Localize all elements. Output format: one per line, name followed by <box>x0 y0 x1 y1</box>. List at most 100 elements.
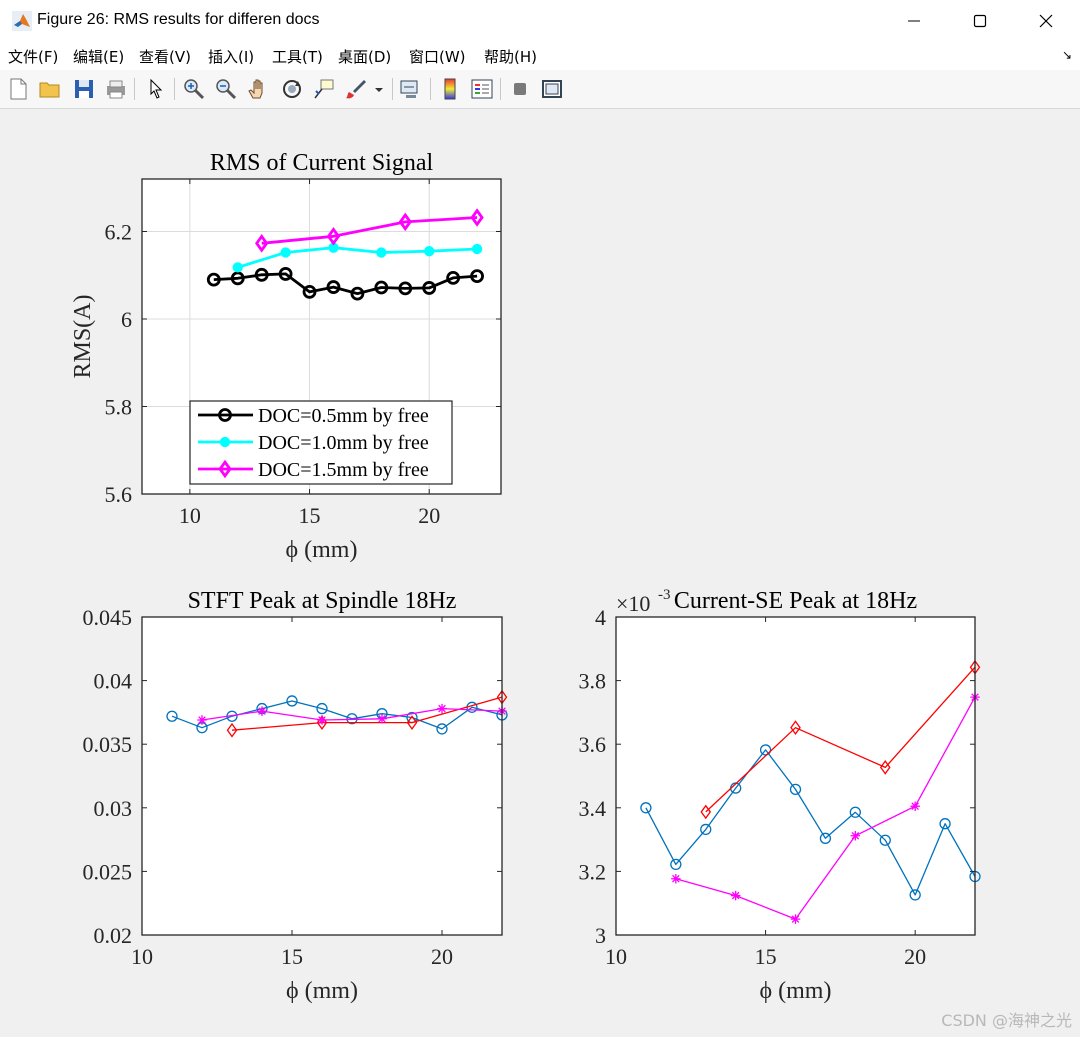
data-tip-icon <box>314 79 334 99</box>
series-line <box>237 246 478 269</box>
y-tick-label: 4 <box>595 605 606 630</box>
rotate-icon <box>283 80 301 98</box>
axes-box <box>141 178 502 495</box>
data-point <box>939 818 951 830</box>
exponent-power: -3 <box>658 587 671 603</box>
menu-view[interactable]: 查看(V) <box>139 48 191 66</box>
data-point <box>436 723 448 735</box>
legend-entry: DOC=1.0mm by free <box>258 432 429 454</box>
data-point <box>226 722 238 738</box>
data-point <box>700 804 712 820</box>
arrow-pointer-icon <box>150 78 163 99</box>
menu-bar: 文件(F) 编辑(E) 查看(V) 插入(I) 工具(T) 桌面(D) 窗口(W… <box>0 42 1080 70</box>
toolbar-separator <box>392 78 393 100</box>
watermark: CSDN @海神之光 <box>941 1011 1072 1030</box>
maximize-icon <box>973 14 987 28</box>
menu-file[interactable]: 文件(F) <box>8 48 59 66</box>
data-point <box>671 873 681 884</box>
legend-marker <box>218 408 232 422</box>
y-tick-label: 0.035 <box>83 732 133 757</box>
pan-button[interactable] <box>246 77 270 101</box>
print-button[interactable] <box>104 77 128 101</box>
data-point <box>910 801 920 811</box>
data-point <box>849 806 861 818</box>
folder-icon <box>39 82 60 98</box>
data-point <box>377 714 387 724</box>
menu-tools[interactable]: 工具(T) <box>272 48 323 66</box>
y-tick-label: 3.8 <box>579 669 607 694</box>
data-point <box>471 243 483 255</box>
data-point <box>257 706 267 716</box>
chart-title: Current-SE Peak at 18Hz <box>674 588 917 614</box>
data-point <box>232 262 243 273</box>
data-point <box>278 267 293 281</box>
y-tick-label: 0.045 <box>83 605 133 630</box>
insert-colorbar-button[interactable] <box>438 77 462 101</box>
rotate-3d-button[interactable] <box>280 77 304 101</box>
legend-marker <box>219 436 231 448</box>
series-2 <box>232 242 483 273</box>
x-tick-label: 10 <box>605 944 627 969</box>
figure-canvas[interactable]: 10 15 20 5.6 5.8 6 6.2 RMS of Current Signal ϕ (… <box>0 108 1080 1037</box>
open-file-button[interactable] <box>38 77 62 101</box>
y-tick-label: 3.2 <box>579 859 607 884</box>
menu-overflow-icon[interactable]: ↘ <box>1061 48 1072 62</box>
data-point <box>850 831 861 841</box>
data-point <box>437 703 447 714</box>
close-button[interactable] <box>1016 0 1076 42</box>
data-cursor-button[interactable] <box>312 77 336 101</box>
series-line <box>705 666 976 813</box>
zoom-out-button[interactable] <box>214 77 238 101</box>
data-point <box>670 858 682 871</box>
x-tick-label: 20 <box>904 944 926 969</box>
y-tick-label: 5.8 <box>105 395 133 420</box>
x-axis-label: ϕ (mm) <box>286 537 358 563</box>
legend-icon <box>471 79 493 99</box>
y-tick-label: 3 <box>595 923 606 948</box>
data-point <box>376 247 387 258</box>
menu-window[interactable]: 窗口(W) <box>409 48 466 66</box>
matlab-logo-icon <box>12 11 32 31</box>
menu-edit[interactable]: 编辑(E) <box>73 48 125 66</box>
y-tick-label: 5.6 <box>105 482 133 507</box>
y-tick-label: 0.03 <box>94 796 133 821</box>
toolbar-separator <box>430 78 431 100</box>
exponent-label: ×10 <box>616 591 650 616</box>
series-line <box>645 749 976 896</box>
data-point <box>254 234 269 253</box>
data-point <box>422 281 437 295</box>
data-point <box>790 914 801 924</box>
new-figure-button[interactable] <box>6 77 30 101</box>
insert-legend-button[interactable] <box>470 77 494 101</box>
edit-plot-button[interactable] <box>144 77 168 101</box>
hand-icon <box>248 79 263 99</box>
brush-icon <box>346 80 366 99</box>
data-point <box>819 832 832 844</box>
menu-insert[interactable]: 插入(I) <box>208 48 255 66</box>
hide-plot-tools-button[interactable] <box>508 77 532 101</box>
save-icon <box>75 80 93 98</box>
minimize-button[interactable] <box>884 0 944 42</box>
y-tick-label: 0.04 <box>94 669 133 694</box>
link-plot-button[interactable] <box>398 77 422 101</box>
brush-button[interactable] <box>344 77 368 101</box>
y-tick-label: 6.2 <box>105 220 133 245</box>
series-1 <box>206 267 484 301</box>
data-point <box>424 246 435 257</box>
maximize-button[interactable] <box>950 0 1010 42</box>
data-point <box>789 783 802 796</box>
menu-help[interactable]: 帮助(H) <box>484 48 537 66</box>
zoom-in-button[interactable] <box>182 77 206 101</box>
brush-dropdown-button[interactable] <box>372 77 386 101</box>
link-icon <box>400 80 418 98</box>
save-button[interactable] <box>72 77 96 101</box>
series-line <box>261 216 478 245</box>
window-title: Figure 26: RMS results for differen docs <box>37 11 320 28</box>
menu-desktop[interactable]: 桌面(D) <box>338 48 392 66</box>
show-plot-tools-button[interactable] <box>540 77 564 101</box>
chart-1: 10 15 20 5.6 5.8 6 6.2 RMS of Current Signal ϕ (… <box>70 150 502 563</box>
y-axis-label: RMS(A) <box>70 294 96 378</box>
series-3 <box>254 208 484 253</box>
y-tick-label: 3.6 <box>579 732 607 757</box>
data-point <box>230 271 245 286</box>
